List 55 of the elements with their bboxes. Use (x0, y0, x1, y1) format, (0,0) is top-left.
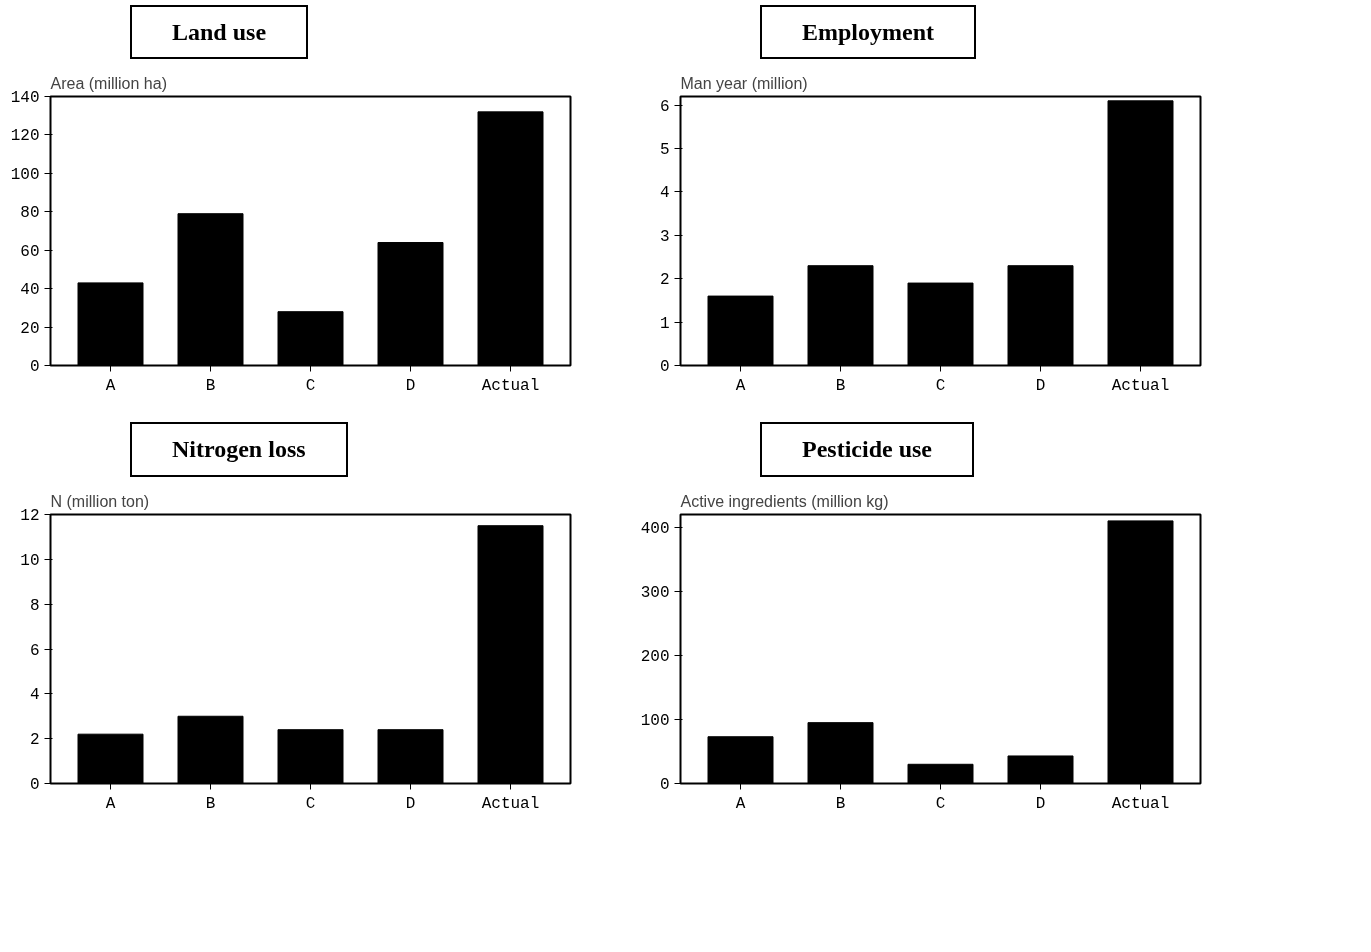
x-tick-label: C (935, 794, 946, 813)
y-tick-label: 60 (20, 243, 40, 261)
x-tick-label: D (405, 794, 416, 813)
x-tick-label: A (105, 376, 116, 395)
y-tick-label: 0 (659, 775, 670, 794)
x-tick-label: B (205, 376, 216, 395)
y-tick-label: 140 (10, 89, 40, 108)
chart-title: Nitrogen loss (172, 435, 306, 465)
y-axis-title: Man year (million) (680, 74, 808, 92)
y-tick-label: 10 (20, 551, 40, 570)
y-tick-label: 4 (659, 184, 670, 203)
x-tick-label: A (105, 794, 116, 813)
y-tick-label: 6 (659, 97, 670, 116)
y-tick-label: 120 (10, 127, 40, 146)
y-tick-label: 6 (29, 641, 40, 660)
y-tick-label: 20 (20, 319, 40, 338)
y-tick-label: 400 (640, 519, 670, 538)
y-tick-label: 300 (640, 583, 670, 602)
x-tick-label: B (835, 376, 846, 395)
y-axis-title: N (million ton) (50, 492, 150, 510)
y-tick-label: 1 (659, 314, 670, 333)
x-tick-label: Actual (1111, 794, 1170, 813)
x-tick-label: D (1035, 376, 1046, 395)
y-tick-label: 80 (20, 204, 40, 223)
y-tick-label: 4 (29, 685, 40, 704)
y-tick-label: 100 (640, 711, 670, 730)
y-tick-label: 2 (29, 730, 40, 749)
x-tick-label: Actual (481, 794, 540, 813)
x-tick-label: Actual (481, 376, 540, 395)
y-axis-title: Active ingredients (million kg) (680, 492, 889, 510)
x-tick-label: D (1035, 794, 1046, 813)
chart-title: Pesticide use (802, 435, 932, 465)
chart-title: Employment (802, 18, 934, 47)
x-tick-label: B (835, 794, 846, 813)
x-tick-label: B (205, 794, 216, 813)
x-tick-label: Actual (1111, 376, 1170, 395)
x-tick-label: C (305, 376, 316, 395)
x-tick-label: C (935, 376, 946, 395)
y-tick-label: 8 (29, 596, 40, 615)
y-tick-label: 5 (659, 141, 670, 160)
y-tick-label: 0 (29, 775, 40, 794)
chart-title: Land use (172, 18, 267, 47)
y-tick-label: 40 (20, 281, 40, 300)
y-tick-label: 2 (659, 271, 670, 290)
x-tick-label: D (405, 376, 416, 395)
y-tick-label: 0 (29, 358, 40, 377)
y-tick-label: 3 (659, 228, 670, 247)
y-tick-label: 12 (20, 506, 40, 525)
x-tick-label: A (735, 376, 746, 395)
y-tick-label: 100 (10, 166, 40, 185)
y-axis-title: Area (million ha) (50, 74, 167, 92)
x-tick-label: C (305, 794, 316, 813)
x-tick-label: A (735, 794, 746, 813)
y-tick-label: 0 (659, 358, 670, 377)
y-tick-label: 200 (640, 647, 670, 666)
